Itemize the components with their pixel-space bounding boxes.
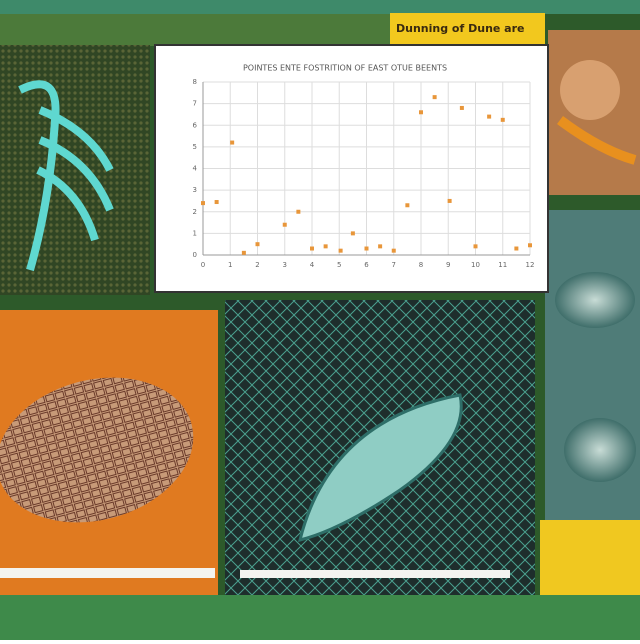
leaf [297,393,463,543]
x-tick-label: 9 [446,261,450,269]
y-tick-label: 7 [193,100,197,108]
skeleton [18,80,114,272]
point [514,246,519,251]
x-tick-label: 8 [419,261,423,269]
point [230,140,235,145]
x-tick-label: 11 [498,261,507,269]
texture [555,272,635,328]
texture [560,60,620,120]
x-tick-label: 4 [310,261,315,269]
top-strip [0,0,640,14]
point [459,105,464,110]
texture [0,377,194,523]
banner [390,13,545,45]
caption-bar [0,568,215,578]
y-tick-label: 6 [193,121,198,129]
point [378,244,383,249]
point [350,231,355,236]
bottom-right-panel [540,520,640,600]
point [432,95,437,100]
x-tick-label: 3 [283,261,287,269]
x-tick-label: 6 [364,261,369,269]
point [338,248,343,253]
point [473,244,478,249]
point [528,243,532,248]
x-tick-label: 7 [392,261,396,269]
point [282,222,287,227]
y-tick-label: 8 [193,78,197,86]
banner-text: Dunning of Dune are [396,22,525,35]
y-tick-label: 4 [193,165,198,173]
y-tick-label: 5 [193,143,197,151]
point [296,209,301,214]
x-tick-label: 5 [337,261,341,269]
y-tick-label: 3 [193,186,197,194]
x-tick-label: 1 [228,261,232,269]
point [364,246,369,251]
point [487,114,492,119]
caption-bar [240,570,510,578]
y-tick-label: 2 [193,208,197,216]
y-tick-label: 1 [193,229,197,237]
x-tick-label: 2 [255,261,259,269]
point [241,250,246,255]
point [201,201,205,206]
y-tick-label: 0 [193,251,197,259]
x-tick-label: 0 [201,261,205,269]
point [391,248,396,253]
point [214,200,219,205]
x-tick-label: 12 [526,261,535,269]
chart-title: POINTES ENTE FOSTRITION OF EAST OTUE BEE… [243,64,447,73]
point [310,246,314,251]
left-tint [0,45,150,295]
bottom-strip [0,595,640,640]
point [447,198,452,203]
texture [557,115,637,165]
x-tick-label: 10 [471,261,480,269]
top-band [0,14,390,46]
point [405,203,410,208]
point [419,110,423,115]
point [323,244,328,249]
point [500,117,505,122]
point [255,242,260,247]
texture [564,418,636,482]
